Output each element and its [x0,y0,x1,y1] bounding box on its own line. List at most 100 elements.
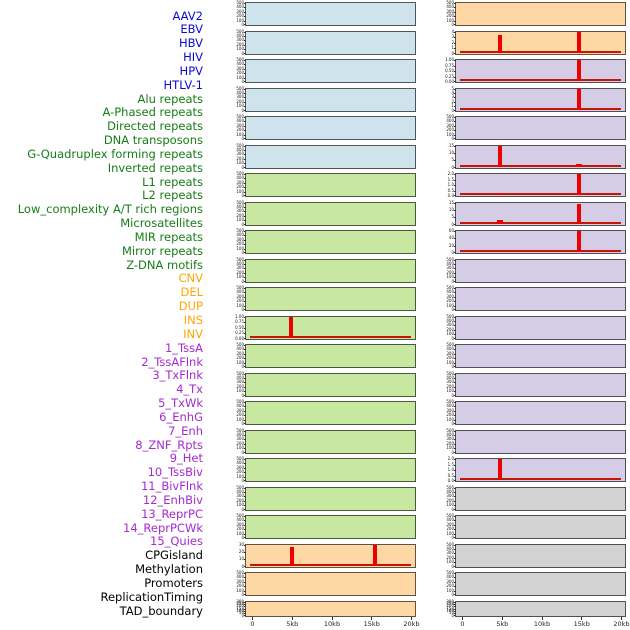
y-tick-label: 0 [241,22,244,27]
y-tick-mark [454,166,456,168]
y-tick-mark [244,434,246,436]
y-tick-label: 0 [241,107,244,113]
y-tick-mark [244,272,246,274]
y-tick-label: 300 [446,322,454,328]
y-tick-label: 100 [446,559,454,565]
y-tick-label: 500 [236,114,244,119]
density-spike [497,220,504,224]
y-tick-mark [244,496,246,498]
y-tick-mark [454,553,456,555]
y-tick-mark [454,345,456,346]
y-tick-mark [244,423,246,424]
y-tick-label: 200 [236,497,244,503]
y-tick-label: 200 [236,127,244,133]
y-tick-mark [454,92,456,94]
y-tick-label: 0 [451,506,454,512]
y-tick-mark [454,423,456,424]
y-tick-label: 100 [236,131,244,137]
y-tick-mark [454,259,456,261]
y-tick-mark [454,81,456,82]
y-tick-mark [244,134,246,136]
y-tick-mark [244,244,246,246]
y-tick-mark [454,419,456,421]
y-tick-label: 500 [236,28,244,34]
y-tick-label: 500 [236,171,244,176]
y-tick-mark [454,125,456,127]
y-tick-label: 100 [236,245,244,251]
y-tick-label: 5 [451,214,454,220]
y-tick-mark [244,402,246,403]
y-tick-label: 100 [446,331,454,337]
y-tick-mark [244,206,246,208]
y-tick-mark [244,92,246,94]
feature-label: 13_ReprPC [141,506,203,521]
y-tick-label: 300 [236,65,244,71]
y-tick-mark [244,248,246,250]
y-tick-mark [244,252,246,253]
y-tick-label: 10 [238,556,244,562]
y-tick-label: 300 [236,521,244,527]
y-tick-label: 100 [446,131,454,137]
density-panel: 500 400 300 200 100 0 [236,257,416,283]
y-tick-label: 100 [236,473,244,479]
y-tick-label: 300 [236,208,244,214]
y-tick-mark [244,603,246,605]
y-tick-label: 500 [446,541,454,547]
feature-label: Z-DNA motifs [126,257,203,272]
y-tick-label: 100 [446,17,454,23]
density-panel: 500 400 300 200 100 0 [236,115,416,141]
y-tick-mark [454,20,456,22]
y-tick-label: 300 [236,379,244,385]
y-tick-label: 200 [446,298,454,304]
y-tick-mark [244,280,246,282]
y-tick-mark [244,386,246,388]
y-tick-mark [454,152,456,154]
y-tick-mark [454,7,456,9]
y-tick-label: 0.0 [447,193,454,198]
y-tick-mark [244,520,246,522]
y-tick-label: 500 [236,570,244,575]
y-tick-mark [244,52,246,54]
y-tick-label: 20 [238,548,244,554]
y-tick-label: 200 [446,326,454,332]
y-tick-mark [454,145,456,147]
feature-label: Alu repeats [137,91,203,106]
y-tick-label: 300 [236,293,244,299]
y-tick-mark [244,60,246,61]
y-tick-label: 200 [236,298,244,304]
y-tick-label: 0 [451,278,454,284]
density-spike [576,174,581,195]
feature-label: Low_complexity A/T rich regions [17,202,203,217]
y-tick-label: 300 [446,379,454,385]
density-panel: 500 400 300 200 100 0 [236,286,416,312]
density-panel: 500 400 300 200 100 0 [446,314,626,340]
y-tick-label: 2.0 [447,456,454,461]
y-tick-mark [454,277,456,279]
density-panel: 500 400 300 200 100 0 [236,485,416,511]
y-tick-label: 300 [236,598,244,604]
y-tick-label: 0 [241,392,244,398]
density-panel: 500 400 300 200 100 0 [236,143,416,169]
y-tick-label: 500 [236,370,244,376]
y-tick-label: 300 [446,407,454,413]
y-tick-mark [454,202,456,204]
y-tick-mark [244,117,246,118]
y-tick-mark [244,64,246,66]
y-tick-label: 300 [236,464,244,470]
y-tick-mark [454,272,456,274]
y-tick-label: 100 [236,103,244,109]
y-tick-label: 100 [236,217,244,223]
feature-label: 12_EnhBiv [142,492,203,507]
y-tick-label: 0 [451,592,454,597]
y-tick-mark [454,557,456,559]
y-tick-label: 400 [446,403,454,409]
density-panel: 300 250 200 150 100 50 0 [446,599,626,617]
y-tick-label: 200 [446,13,454,19]
y-tick-mark [244,316,246,318]
y-tick-label: 500 [236,456,244,461]
y-tick-label: 400 [236,118,244,124]
feature-label: 3_TxFlnk [152,368,203,383]
y-tick-label: 1.5 [447,461,454,467]
y-tick-mark [454,391,456,393]
